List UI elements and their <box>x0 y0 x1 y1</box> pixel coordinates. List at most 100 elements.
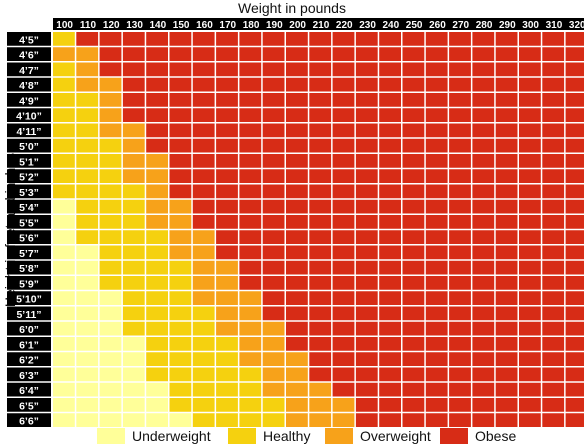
heatmap-cell <box>379 47 401 61</box>
heatmap-cell <box>425 367 448 382</box>
heatmap-cell <box>146 123 168 138</box>
heatmap-cell <box>332 230 355 244</box>
heatmap-cell <box>379 32 401 46</box>
heatmap-cell <box>286 291 308 305</box>
y-tick-label: 5’0” <box>19 141 39 153</box>
heatmap-cell <box>76 321 99 336</box>
heatmap-cell <box>565 367 584 382</box>
heatmap-cell <box>122 47 145 61</box>
heatmap-cell <box>262 215 285 229</box>
heatmap-cell <box>449 138 471 153</box>
heatmap-cell <box>239 77 262 92</box>
heatmap-cell <box>449 108 471 122</box>
heatmap-cell <box>332 199 355 214</box>
heatmap-cell <box>565 245 584 260</box>
heatmap-cell <box>99 276 122 290</box>
y-tick-label: 5’9” <box>19 278 39 290</box>
heatmap-cell <box>379 123 401 138</box>
heatmap-cell <box>53 230 75 244</box>
legend-label: Healthy <box>263 428 311 444</box>
heatmap-cell <box>286 123 308 138</box>
heatmap-cell <box>146 77 168 92</box>
heatmap-cell <box>332 138 355 153</box>
heatmap-cell <box>169 32 192 46</box>
y-tick-label: 5’3” <box>19 187 39 199</box>
heatmap-cell <box>122 306 145 321</box>
heatmap-cell <box>309 47 332 61</box>
heatmap-cell <box>402 77 425 92</box>
heatmap-cell <box>262 398 285 412</box>
y-tick-label: 4’11” <box>16 126 41 138</box>
heatmap-cell <box>76 93 99 107</box>
heatmap-cell <box>332 306 355 321</box>
legend-item: Healthy <box>228 427 310 445</box>
heatmap-cell <box>425 260 448 275</box>
heatmap-cell <box>262 77 285 92</box>
heatmap-cell <box>53 199 75 214</box>
heatmap-cell <box>262 382 285 397</box>
heatmap-cell <box>355 108 378 122</box>
legend-swatch <box>325 428 353 444</box>
heatmap-cell <box>495 77 518 92</box>
heatmap-cell <box>262 154 285 168</box>
heatmap-cell <box>146 47 168 61</box>
heatmap-cell <box>425 352 448 366</box>
heatmap-cell <box>99 215 122 229</box>
y-label-box <box>7 398 51 412</box>
heatmap-cell <box>402 93 425 107</box>
heatmap-cell <box>542 32 565 46</box>
heatmap-cell <box>425 306 448 321</box>
heatmap-cell <box>192 382 215 397</box>
heatmap-cell <box>286 398 308 412</box>
heatmap-cell <box>565 398 584 412</box>
heatmap-cell <box>519 199 541 214</box>
heatmap-cell <box>262 306 285 321</box>
heatmap-cell <box>379 93 401 107</box>
heatmap-cell <box>519 352 541 366</box>
heatmap-cell <box>169 77 192 92</box>
heatmap-cell <box>53 154 75 168</box>
heatmap-cell <box>146 93 168 107</box>
heatmap-cell <box>519 398 541 412</box>
heatmap-cell <box>332 169 355 183</box>
heatmap-cell <box>146 108 168 122</box>
heatmap-cell <box>332 276 355 290</box>
heatmap-cell <box>472 337 495 351</box>
heatmap-cell <box>425 169 448 183</box>
legend-item: Obese <box>440 427 516 445</box>
heatmap-cell <box>286 93 308 107</box>
y-tick-label: 6’2” <box>19 355 39 367</box>
heatmap-cell <box>192 184 215 199</box>
heatmap-cell <box>332 47 355 61</box>
heatmap-cell <box>519 337 541 351</box>
heatmap-cell <box>519 215 541 229</box>
heatmap-cell <box>76 230 99 244</box>
heatmap-cell <box>425 245 448 260</box>
heatmap-cell <box>355 260 378 275</box>
legend-item: Overweight <box>325 427 431 445</box>
x-tick-label: 210 <box>313 20 330 31</box>
heatmap-cell <box>449 367 471 382</box>
heatmap-cell <box>99 337 122 351</box>
heatmap-cell <box>379 215 401 229</box>
heatmap-cell <box>99 184 122 199</box>
x-tick-label: 240 <box>383 20 400 31</box>
heatmap-cell <box>495 199 518 214</box>
heatmap-cell <box>122 154 145 168</box>
heatmap-cell <box>495 306 518 321</box>
heatmap-cell <box>495 321 518 336</box>
y-tick-label: 5’2” <box>19 172 39 184</box>
heatmap-cell <box>122 32 145 46</box>
heatmap-cell <box>519 154 541 168</box>
heatmap-cell <box>402 291 425 305</box>
heatmap-cell <box>425 199 448 214</box>
heatmap-cell <box>169 47 192 61</box>
heatmap-cell <box>169 352 192 366</box>
heatmap-cell <box>309 138 332 153</box>
heatmap-cell <box>309 398 332 412</box>
heatmap-cell <box>192 123 215 138</box>
heatmap-cell <box>402 32 425 46</box>
heatmap-cell <box>309 352 332 366</box>
heatmap-cell <box>495 337 518 351</box>
heatmap-cell <box>239 62 262 77</box>
